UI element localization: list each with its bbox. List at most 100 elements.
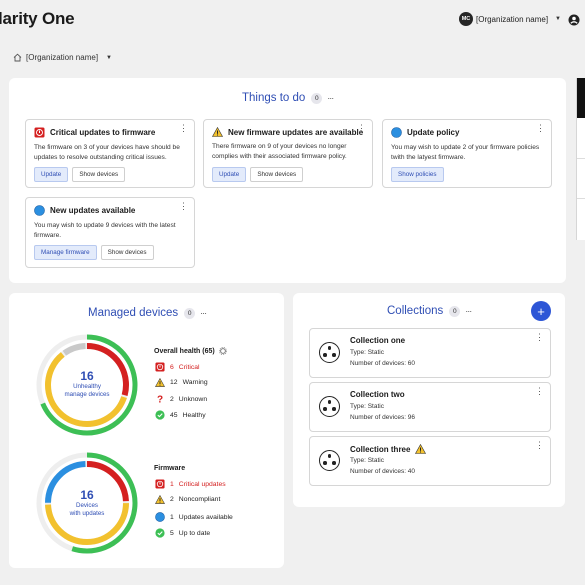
- legend-healthy[interactable]: 45 Healthy: [155, 410, 206, 420]
- legend-label: Updates available: [178, 513, 233, 521]
- card-menu-icon[interactable]: ⋮: [535, 332, 544, 342]
- legend-value: 1: [170, 480, 174, 488]
- more-options-icon[interactable]: ···: [200, 308, 207, 318]
- managed-devices-header: Managed devices 0 ···: [88, 307, 207, 319]
- health-segment-healthy: [36, 334, 138, 436]
- org-switcher-label: [Organization name]: [476, 14, 549, 24]
- add-collection-button[interactable]: +: [531, 301, 551, 321]
- check-circle-icon: [155, 528, 165, 538]
- health-legend-title: Overall health (65): [154, 347, 227, 355]
- todo-card-description: There firmware on 9 of your devices no l…: [212, 143, 347, 160]
- collection-device-count: Number of devices: 40: [350, 468, 416, 475]
- chevron-down-icon: ▼: [106, 54, 112, 61]
- card-menu-icon[interactable]: ⋮: [535, 386, 544, 396]
- legend-value: 5: [170, 529, 174, 537]
- warning-icon: [155, 495, 165, 504]
- health-segment-critical: [45, 343, 129, 427]
- chevron-down-icon: ▼: [555, 16, 561, 22]
- legend-up-to-date[interactable]: 5 Up to date: [155, 528, 210, 538]
- org-switcher[interactable]: MC [Organization name] ▼: [459, 12, 561, 26]
- firmware-segment-noncompliant: [45, 461, 129, 545]
- todo-card-title: Update policy: [407, 128, 460, 137]
- things-to-do-panel: Things to do 0 ··· Critical updates to f…: [9, 78, 566, 283]
- legend-critical[interactable]: 6 Critical: [155, 362, 200, 372]
- legend-unknown[interactable]: ? 2 Unknown: [155, 394, 208, 405]
- critical-icon: [34, 127, 45, 138]
- settings-icon[interactable]: [218, 347, 227, 355]
- legend-value: 45: [170, 411, 178, 419]
- todo-card-description: You may wish to update 9 devices with th…: [34, 222, 176, 239]
- warning-icon: [155, 378, 165, 387]
- critical-icon: [155, 479, 165, 489]
- legend-updates-available[interactable]: 1 Updates available: [155, 512, 233, 522]
- todo-card-title: New firmware updates are available: [228, 127, 364, 137]
- legend-label: Critical: [178, 363, 200, 371]
- check-circle-icon: [155, 410, 165, 420]
- todo-card-title: New updates available: [50, 206, 136, 215]
- legend-value: 12: [170, 379, 178, 386]
- legend-label: Unknown: [178, 395, 208, 403]
- collections-title: Collections: [387, 305, 444, 317]
- home-icon: [13, 53, 22, 62]
- card-menu-icon[interactable]: ⋮: [536, 123, 545, 133]
- info-icon: [391, 127, 402, 138]
- managed-devices-count: 0: [184, 307, 196, 319]
- card-menu-icon[interactable]: ⋮: [179, 201, 188, 211]
- legend-noncompliant[interactable]: 2 Noncompliant: [155, 495, 220, 504]
- firmware-segment-critical-updates: [45, 461, 129, 545]
- things-to-do-title: Things to do: [242, 92, 306, 104]
- health-donut-center: 16 Unhealthy manage devices: [57, 369, 117, 399]
- show-devices-button[interactable]: Show devices: [100, 245, 154, 260]
- collection-name: Collection two: [350, 390, 405, 399]
- update-button[interactable]: Update: [34, 167, 69, 182]
- critical-icon: [155, 362, 165, 372]
- legend-value: 2: [170, 496, 174, 503]
- firmware-center-number: 16: [80, 488, 94, 502]
- legend-critical-updates[interactable]: 1 Critical updates: [155, 479, 226, 489]
- firmware-legend-title: Firmware: [154, 465, 185, 472]
- todo-card-new-updates: New updates available You may wish to up…: [25, 197, 195, 268]
- manage-firmware-button[interactable]: Manage firmware: [34, 245, 97, 260]
- show-devices-button[interactable]: Show devices: [250, 167, 304, 182]
- update-button[interactable]: Update: [212, 167, 247, 182]
- user-icon[interactable]: [568, 14, 585, 26]
- legend-value: 2: [170, 395, 174, 403]
- card-menu-icon[interactable]: ⋮: [357, 123, 366, 133]
- health-segment-warning: [45, 343, 129, 427]
- legend-value: 6: [170, 363, 174, 371]
- unknown-icon: ?: [157, 395, 163, 405]
- todo-card-critical: Critical updates to firmware The firmwar…: [25, 119, 195, 188]
- things-to-do-count: 0: [311, 92, 323, 104]
- collection-device-count: Number of devices: 60: [350, 360, 416, 367]
- legend-value: 1: [170, 513, 174, 521]
- collection-icon: [319, 450, 340, 471]
- health-center-label-2: manage devices: [64, 391, 110, 398]
- legend-warning[interactable]: 12 Warning: [155, 378, 208, 387]
- more-options-icon[interactable]: ···: [465, 306, 472, 316]
- collection-card[interactable]: Collection three Type: Static Number of …: [309, 436, 551, 486]
- firmware-segment-up-to-date: [36, 452, 138, 554]
- collections-header: Collections 0 ···: [387, 305, 472, 317]
- collection-card[interactable]: Collection two Type: Static Number of de…: [309, 382, 551, 432]
- collection-icon: [319, 396, 340, 417]
- legend-label: Up to date: [178, 529, 211, 537]
- card-menu-icon[interactable]: ⋮: [535, 440, 544, 450]
- firmware-donut-chart: [36, 452, 138, 554]
- collection-card[interactable]: Collection one Type: Static Number of de…: [309, 328, 551, 378]
- legend-label: Healthy: [182, 411, 206, 419]
- health-legend-title-text: Overall health (65): [154, 347, 215, 355]
- app-title: larity One: [0, 9, 75, 28]
- card-menu-icon[interactable]: ⋮: [179, 123, 188, 133]
- legend-label: Noncompliant: [178, 496, 221, 503]
- breadcrumb[interactable]: [Organization name] ▼: [13, 53, 112, 62]
- show-policies-button[interactable]: Show policies: [391, 167, 444, 182]
- show-devices-button[interactable]: Show devices: [72, 167, 126, 182]
- more-options-icon[interactable]: ···: [327, 93, 334, 103]
- health-center-label-1: Unhealthy: [73, 383, 101, 390]
- todo-card-description: The firmware on 3 of your devices have s…: [34, 144, 180, 161]
- things-to-do-header: Things to do 0 ···: [242, 92, 334, 104]
- firmware-legend-title-text: Firmware: [154, 465, 186, 472]
- collection-device-count: Number of devices: 96: [350, 414, 416, 421]
- collection-name: Collection three: [350, 444, 427, 454]
- org-avatar: MC: [459, 12, 473, 26]
